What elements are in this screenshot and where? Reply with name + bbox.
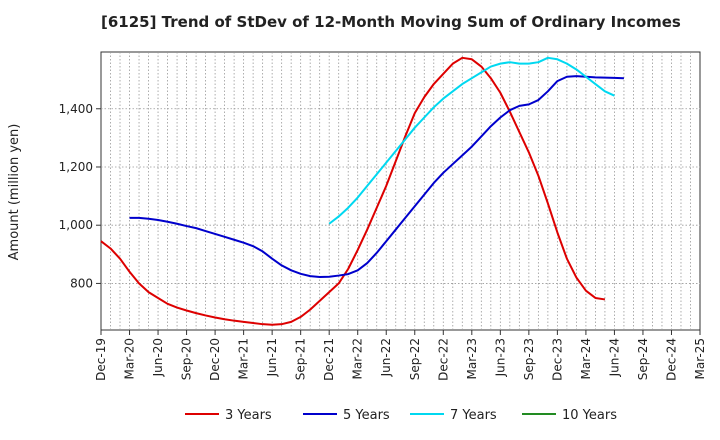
x-tick-label: Sep-21 [294, 338, 308, 380]
series-line-5-years [129, 75, 624, 279]
x-tick-label: Sep-22 [408, 338, 422, 380]
x-tick-label: Sep-24 [636, 338, 650, 380]
x-tick-label: Jun-24 [607, 338, 621, 377]
x-tick-label: Jun-21 [265, 338, 279, 377]
legend-label: 5 Years [343, 408, 390, 423]
grid [101, 52, 700, 330]
x-tick-label: Mar-23 [465, 338, 479, 379]
series-lines [100, 56, 624, 326]
legend-label: 3 Years [225, 408, 272, 423]
y-axis-label: Amount (million yen) [7, 124, 22, 261]
chart-title: [6125] Trend of StDev of 12-Month Moving… [101, 13, 681, 31]
x-tick-label: Mar-25 [693, 338, 707, 379]
x-tick-label: Dec-23 [550, 338, 564, 381]
x-tick-label: Dec-22 [436, 338, 450, 381]
y-axis-ticks: 800 1,000 1,200 1,400 [59, 102, 101, 290]
legend-label: 10 Years [562, 408, 617, 423]
plot-area [100, 51, 701, 331]
x-tick-label: Sep-23 [522, 338, 536, 380]
y-tick-label: 1,200 [59, 160, 93, 174]
x-tick-label: Jun-20 [151, 338, 165, 377]
x-axis-ticks: Dec-19 Mar-20 Jun-20 Sep-20 Dec-20 Mar-21 Jun-… [94, 330, 707, 381]
y-tick-label: 1,000 [59, 218, 93, 232]
legend-label: 7 Years [450, 408, 497, 423]
x-tick-label: Dec-19 [94, 338, 108, 381]
x-tick-label: Jun-23 [493, 338, 507, 377]
legend: 3 Years 5 Years 7 Years 10 Years [185, 408, 617, 423]
series-line-3-years [100, 56, 606, 326]
plot-border [100, 51, 701, 331]
y-tick-label: 800 [70, 276, 93, 290]
x-tick-label: Mar-21 [237, 338, 251, 379]
x-tick-label: Mar-24 [579, 338, 593, 379]
x-tick-label: Jun-22 [379, 338, 393, 377]
series-line-7-years [328, 56, 615, 225]
x-tick-label: Dec-24 [664, 338, 678, 381]
x-tick-label: Dec-21 [322, 338, 336, 381]
x-tick-label: Mar-20 [123, 338, 137, 379]
x-tick-label: Mar-22 [351, 338, 365, 379]
y-tick-label: 1,400 [59, 102, 93, 116]
x-tick-label: Sep-20 [180, 338, 194, 380]
x-tick-label: Dec-20 [208, 338, 222, 381]
